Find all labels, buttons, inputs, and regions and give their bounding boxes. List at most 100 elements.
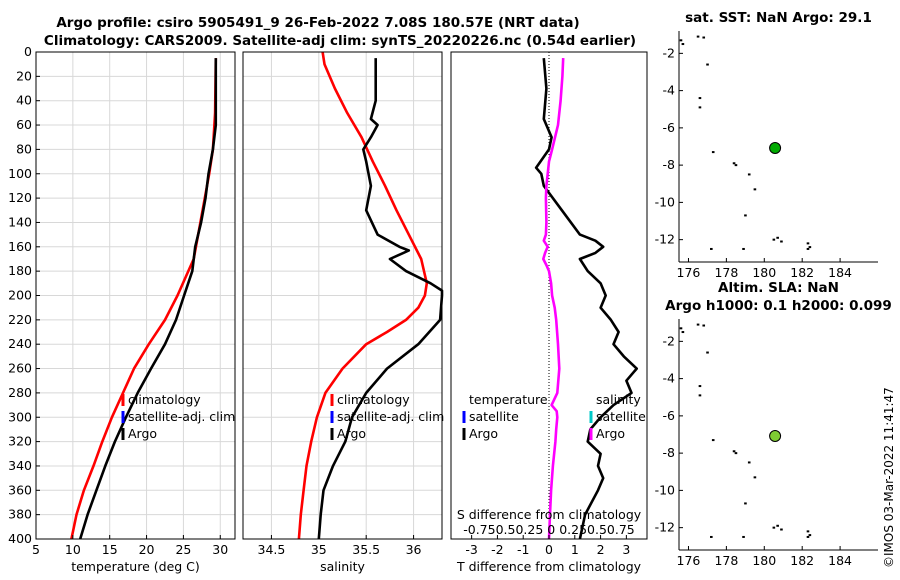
x-tick-label: 178 xyxy=(714,265,738,280)
island-mark xyxy=(696,35,700,38)
island-mark xyxy=(711,439,715,442)
island-mark xyxy=(681,43,685,46)
legend-label: satellite xyxy=(596,409,646,424)
y-tick-label: -6 xyxy=(663,408,676,423)
figure-title-line2: Climatology: CARS2009. Satellite-adj cli… xyxy=(44,33,636,49)
island-mark xyxy=(780,528,783,531)
y-tick-label: 180 xyxy=(8,263,32,278)
island-mark xyxy=(808,246,812,249)
x-tick-label: 1 xyxy=(571,542,579,557)
x-tick-label: 36 xyxy=(406,542,422,557)
x-tick-label: 35.5 xyxy=(352,542,380,557)
island-mark xyxy=(753,188,757,191)
island-mark xyxy=(698,97,702,100)
series-line-differences-1 xyxy=(541,58,565,540)
island-mark xyxy=(776,524,779,527)
island-mark xyxy=(806,530,810,533)
y-tick-label: -6 xyxy=(663,120,676,135)
profile-location-marker xyxy=(769,429,782,442)
y-tick-label: -10 xyxy=(655,194,675,209)
y-tick-label: 400 xyxy=(8,531,32,546)
y-tick-label: 220 xyxy=(8,312,32,327)
island-mark xyxy=(706,63,709,66)
y-tick-label: 20 xyxy=(16,68,32,83)
island-mark xyxy=(747,173,751,176)
island-mark xyxy=(780,240,783,243)
y-tick-label: -2 xyxy=(663,333,675,348)
series-line-salinity-0 xyxy=(297,51,429,540)
x-tick-label: -2 xyxy=(491,542,503,557)
y-tick-label: -8 xyxy=(663,445,676,460)
legend-label: Argo xyxy=(337,426,366,441)
figure-title-line1: Argo profile: csiro 5905491_9 26-Feb-202… xyxy=(56,15,579,31)
x-axis-label: T difference from climatology xyxy=(456,559,642,574)
x-tick-label: 10 xyxy=(65,542,81,557)
map-title-line1: Altim. SLA: NaN xyxy=(718,280,839,296)
y-tick-label: 260 xyxy=(8,361,32,376)
x-tick-label: 15 xyxy=(102,542,118,557)
island-mark xyxy=(696,323,700,326)
x-tick-label: 34.5 xyxy=(258,542,286,557)
island-mark xyxy=(681,331,685,334)
x-tick-label: 184 xyxy=(828,553,852,568)
island-mark xyxy=(702,324,706,327)
island-mark xyxy=(732,450,736,453)
y-tick-label: -8 xyxy=(663,157,676,172)
panel-altim_sla_map: 176 178 180 182 184 -2 -4 -6 -8 -10 -12 Altim. SLA:… xyxy=(655,280,892,568)
x-tick-label: 0 xyxy=(545,542,553,557)
timestamp: ©IMOS 03-Mar-2022 11:41:47 xyxy=(882,387,896,568)
y-tick-label: 120 xyxy=(8,190,32,205)
y-tick-label: 200 xyxy=(8,288,32,303)
island-mark xyxy=(698,106,702,109)
island-mark xyxy=(710,247,713,250)
island-mark xyxy=(679,39,683,42)
x-tick-label: 176 xyxy=(677,265,701,280)
x-tick-label: 3 xyxy=(622,542,630,557)
x-tick-label: 2 xyxy=(597,542,605,557)
island-mark xyxy=(742,247,745,250)
island-mark xyxy=(747,461,751,464)
x-tick-label: 20 xyxy=(139,542,155,557)
map-title-line2: Argo h1000: 0.1 h2000: 0.099 xyxy=(665,298,892,314)
x-tick-label: 182 xyxy=(790,553,814,568)
island-mark xyxy=(744,214,747,217)
x-axis-label: salinity xyxy=(320,559,365,574)
y-tick-label: 100 xyxy=(8,166,32,181)
y-tick-label: 300 xyxy=(8,409,32,424)
legend-label: climatology xyxy=(128,392,201,407)
series-line-temperature-0 xyxy=(70,58,218,540)
x-tick-label: 176 xyxy=(677,553,701,568)
series-line-temperature-1 xyxy=(78,58,218,540)
map-title: sat. SST: NaN Argo: 29.1 xyxy=(685,10,872,26)
island-mark xyxy=(742,535,745,538)
legend-label: temperature xyxy=(469,392,548,407)
y-tick-label: 160 xyxy=(8,239,32,254)
y-tick-label: 360 xyxy=(8,482,32,497)
island-mark xyxy=(710,535,713,538)
panel-differences: -3 -2 -1 0 1 2 3 T difference from climatology t… xyxy=(450,51,648,574)
y-tick-label: 80 xyxy=(16,141,32,156)
x-tick-label: 30 xyxy=(212,542,228,557)
y-tick-label: -12 xyxy=(655,520,675,535)
island-mark xyxy=(734,452,738,455)
island-mark xyxy=(808,534,812,537)
top-x-tick-labels: -0.750.50.25 0 0.250.50.75 xyxy=(463,522,635,537)
legend-label: satellite-adj. clim xyxy=(337,409,444,424)
x-tick-label: 5 xyxy=(32,542,40,557)
island-mark xyxy=(772,526,776,529)
x-tick-label: -1 xyxy=(517,542,529,557)
y-tick-label: -12 xyxy=(655,232,675,247)
profile-location-marker xyxy=(769,141,782,154)
legend-label: climatology xyxy=(337,392,410,407)
y-tick-label: 60 xyxy=(16,117,32,132)
y-tick-label: 380 xyxy=(8,507,32,522)
island-mark xyxy=(711,151,715,154)
island-mark xyxy=(732,162,736,165)
series-line-differences-0 xyxy=(534,57,639,540)
x-tick-label: 25 xyxy=(175,542,191,557)
y-tick-label: -2 xyxy=(663,45,675,60)
y-tick-label: 40 xyxy=(16,93,32,108)
island-mark xyxy=(744,502,747,505)
island-mark xyxy=(706,351,709,354)
